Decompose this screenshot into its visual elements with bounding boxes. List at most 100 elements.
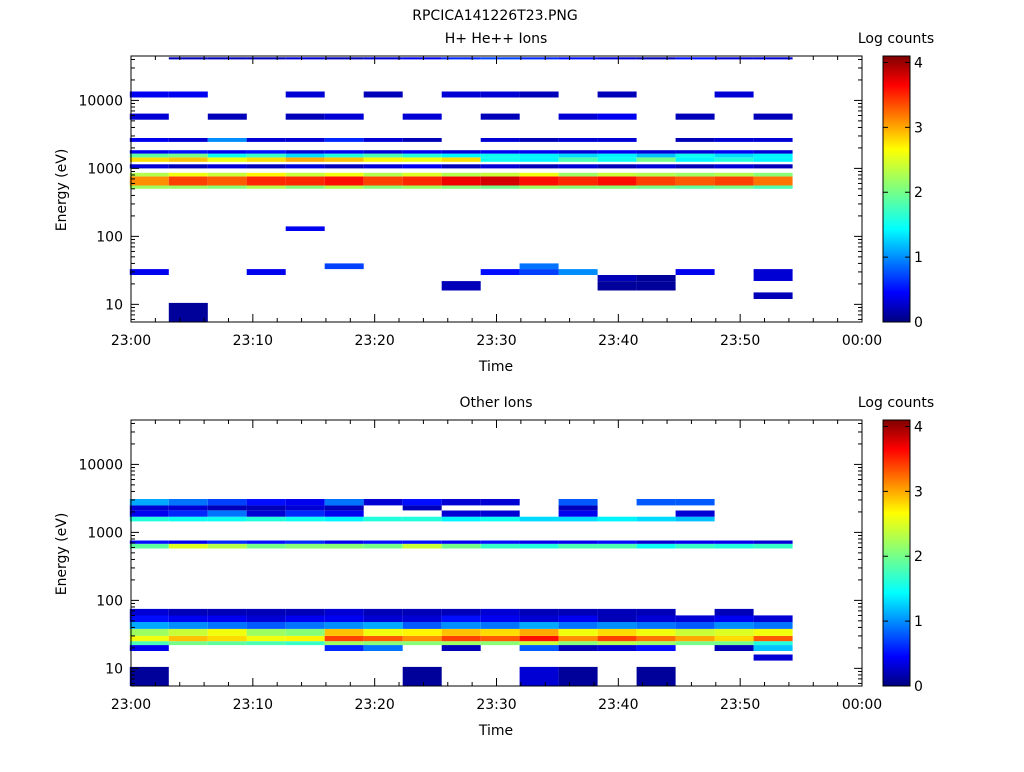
- heatmap-cell: [675, 57, 715, 60]
- heatmap-cell: [207, 150, 247, 154]
- heatmap-cell: [129, 172, 169, 177]
- heatmap-cell: [285, 516, 325, 522]
- heatmap-cell: [441, 543, 481, 549]
- heatmap-cell: [597, 628, 637, 636]
- heatmap-cell: [753, 275, 793, 281]
- heatmap-cell: [675, 641, 715, 646]
- heatmap-cell: [207, 516, 247, 522]
- heatmap-cell: [558, 516, 598, 522]
- heatmap-cell: [129, 269, 169, 275]
- heatmap-cell: [636, 645, 676, 651]
- heatmap-cell: [675, 540, 715, 544]
- heatmap-cell: [753, 172, 793, 177]
- heatmap-cell: [675, 153, 715, 158]
- heatmap-cell: [714, 153, 754, 158]
- heatmap-cell: [441, 615, 481, 622]
- heatmap-cell: [168, 153, 208, 158]
- heatmap-cell: [363, 91, 403, 98]
- heatmap-cell: [636, 622, 676, 629]
- colorbar-tick-label: 3: [914, 120, 923, 136]
- heatmap-cell: [402, 113, 442, 120]
- heatmap-cell: [753, 57, 793, 60]
- heatmap-cell: [480, 641, 520, 646]
- x-tick-label: 23:20: [354, 333, 394, 349]
- heatmap-cell: [519, 263, 559, 270]
- heatmap-cell: [168, 628, 208, 636]
- heatmap-cell: [363, 645, 403, 651]
- heatmap-cell: [168, 641, 208, 646]
- heatmap-cell: [558, 628, 598, 636]
- heatmap-cell: [246, 540, 286, 544]
- heatmap-cell: [636, 540, 676, 544]
- heatmap-cell: [402, 540, 442, 544]
- heatmap-cell: [363, 185, 403, 189]
- heatmap-cell: [753, 150, 793, 154]
- colorbar-tick-label: 1: [914, 250, 923, 266]
- heatmap-cell: [324, 113, 364, 120]
- heatmap-cell: [246, 172, 286, 177]
- heatmap-cell: [129, 635, 169, 642]
- heatmap-cell: [246, 150, 286, 154]
- heatmap-cell: [207, 608, 247, 616]
- heatmap-cell: [324, 150, 364, 154]
- heatmap-cell: [675, 150, 715, 154]
- heatmap-cell: [714, 185, 754, 189]
- heatmap-cell: [285, 510, 325, 517]
- heatmap-cell: [246, 608, 286, 616]
- heatmap-cell: [129, 157, 169, 162]
- heatmap-cell: [558, 641, 598, 646]
- heatmap-cell: [441, 641, 481, 646]
- heatmap-cell: [129, 516, 169, 522]
- heatmap-cell: [402, 622, 442, 629]
- heatmap-cell: [168, 302, 208, 322]
- heatmap-cell: [324, 628, 364, 636]
- heatmap-cell: [675, 499, 715, 506]
- heatmap-cell: [402, 157, 442, 162]
- heatmap-cell: [714, 540, 754, 544]
- heatmap-cell: [129, 615, 169, 622]
- heatmap-cell: [636, 628, 676, 636]
- heatmap-cell: [168, 138, 208, 142]
- heatmap-cell: [246, 185, 286, 189]
- panel-2-ylabel: Energy (eV): [54, 513, 70, 596]
- heatmap-cell: [753, 615, 793, 622]
- heatmap-cell: [636, 499, 676, 506]
- heatmap-cell: [558, 499, 598, 506]
- x-tick-label: 23:00: [111, 333, 151, 349]
- y-tick-label: 1000: [87, 525, 123, 541]
- heatmap-cell: [402, 176, 442, 186]
- heatmap-cell: [324, 505, 364, 511]
- heatmap-cell: [480, 516, 520, 522]
- heatmap-cell: [402, 153, 442, 158]
- heatmap-cell: [597, 281, 637, 291]
- heatmap-cell: [519, 269, 559, 275]
- heatmap-cell: [480, 176, 520, 186]
- heatmap-cell: [324, 157, 364, 162]
- heatmap-cell: [519, 57, 559, 60]
- heatmap-cell: [597, 516, 637, 522]
- heatmap-cell: [441, 499, 481, 506]
- heatmap-cell: [168, 157, 208, 162]
- heatmap-cell: [441, 622, 481, 629]
- heatmap-cell: [675, 164, 715, 169]
- heatmap-cell: [285, 113, 325, 120]
- heatmap-cell: [753, 157, 793, 162]
- heatmap-cell: [753, 269, 793, 275]
- heatmap-cell: [675, 543, 715, 549]
- heatmap-cell: [168, 608, 208, 616]
- heatmap-cell: [129, 628, 169, 636]
- heatmap-cell: [285, 138, 325, 142]
- heatmap-cell: [519, 666, 559, 686]
- heatmap-cell: [324, 608, 364, 616]
- heatmap-cell: [519, 622, 559, 629]
- heatmap-cell: [207, 628, 247, 636]
- x-tick-label: 23:30: [476, 697, 516, 713]
- heatmap-cell: [597, 172, 637, 177]
- heatmap-cell: [363, 138, 403, 142]
- heatmap-cell: [558, 615, 598, 622]
- heatmap-cell: [207, 543, 247, 549]
- heatmap-cell: [285, 172, 325, 177]
- heatmap-cell: [675, 628, 715, 636]
- heatmap-cell: [519, 516, 559, 522]
- heatmap-cell: [519, 172, 559, 177]
